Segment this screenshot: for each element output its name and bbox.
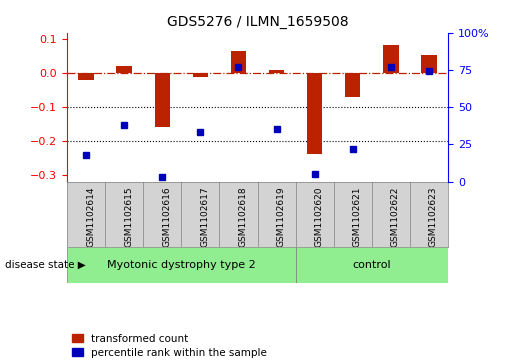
Bar [67,247,296,283]
Bar [231,51,246,73]
Title: GDS5276 / ILMN_1659508: GDS5276 / ILMN_1659508 [167,15,348,29]
Text: GSM1102615: GSM1102615 [124,187,133,247]
Legend: transformed count, percentile rank within the sample: transformed count, percentile rank withi… [72,334,267,358]
Text: GSM1102614: GSM1102614 [86,187,95,247]
Bar [78,73,94,80]
Text: GSM1102619: GSM1102619 [277,187,285,247]
Text: disease state ▶: disease state ▶ [5,260,86,270]
Bar [193,73,208,77]
Bar [116,66,132,73]
Bar [296,247,448,283]
Bar [383,45,399,73]
Text: GSM1102623: GSM1102623 [429,187,438,247]
Bar [345,73,360,97]
Text: GSM1102616: GSM1102616 [162,187,171,247]
Text: GSM1102618: GSM1102618 [238,187,247,247]
Bar [421,55,437,73]
Text: GSM1102622: GSM1102622 [391,187,400,247]
Bar [307,73,322,154]
Text: GSM1102617: GSM1102617 [200,187,209,247]
Text: Myotonic dystrophy type 2: Myotonic dystrophy type 2 [107,260,255,270]
Text: GSM1102620: GSM1102620 [315,187,323,247]
Text: GSM1102621: GSM1102621 [353,187,362,247]
Text: control: control [352,260,391,270]
Bar [154,73,170,127]
Bar [269,70,284,73]
